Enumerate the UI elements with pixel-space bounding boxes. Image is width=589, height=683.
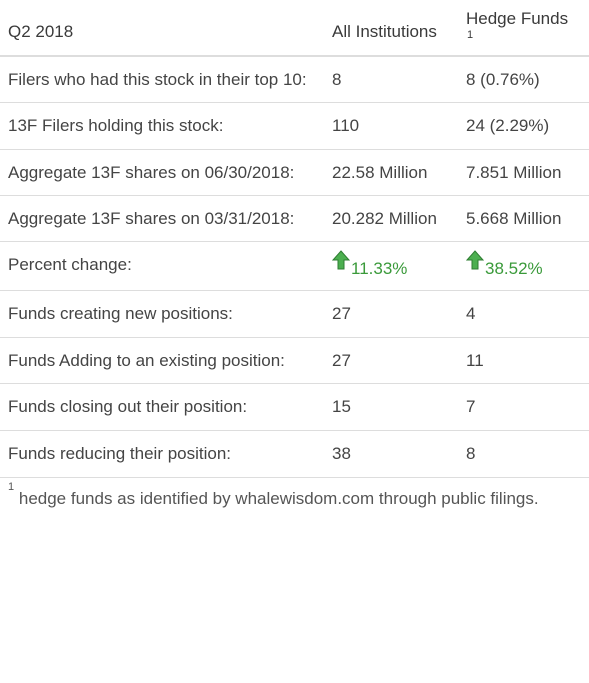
- footnote-mark: 1: [8, 481, 15, 493]
- row-label: Funds reducing their position:: [0, 430, 324, 478]
- row-label: Funds Adding to an existing position:: [0, 337, 324, 384]
- all-institutions-change: 11.33%: [324, 241, 458, 291]
- hedge-funds-value: 11: [458, 337, 589, 384]
- table-row: Funds reducing their position: 38 8: [0, 430, 589, 478]
- all-institutions-value: 110: [324, 102, 458, 150]
- footnote-text: hedge funds as identified by whalewisdom…: [18, 489, 539, 508]
- row-label: Funds closing out their position:: [0, 383, 324, 431]
- all-institutions-value: 38: [324, 430, 458, 478]
- hedge-funds-header: Hedge Funds 1: [458, 0, 589, 57]
- hedge-funds-value: 24 (2.29%): [458, 102, 589, 150]
- table-row: Funds closing out their position: 15 7: [0, 383, 589, 431]
- hedge-funds-header-label: Hedge Funds: [466, 9, 569, 28]
- table-header-row: Q2 2018 All Institutions Hedge Funds 1: [0, 0, 589, 57]
- row-label: Percent change:: [0, 241, 324, 291]
- row-label: Filers who had this stock in their top 1…: [0, 56, 324, 103]
- all-institutions-value: 8: [324, 56, 458, 103]
- hedge-funds-value: 7.851 Million: [458, 149, 589, 196]
- up-arrow-icon: [466, 250, 484, 270]
- footnote-marker: 1: [467, 29, 474, 41]
- ownership-stats-table: Q2 2018 All Institutions Hedge Funds 1 F…: [0, 0, 589, 478]
- table-row: Funds Adding to an existing position: 27…: [0, 337, 589, 384]
- all-institutions-value: 15: [324, 383, 458, 431]
- row-label: Aggregate 13F shares on 03/31/2018:: [0, 195, 324, 242]
- table-row: Aggregate 13F shares on 06/30/2018: 22.5…: [0, 149, 589, 196]
- table-row: 13F Filers holding this stock: 110 24 (2…: [0, 102, 589, 150]
- percent-change-value: 11.33%: [351, 259, 408, 278]
- table-row: Filers who had this stock in their top 1…: [0, 56, 589, 103]
- table-row: Aggregate 13F shares on 03/31/2018: 20.2…: [0, 195, 589, 242]
- percent-change-up: 11.33%: [332, 250, 407, 278]
- all-institutions-value: 22.58 Million: [324, 149, 458, 196]
- all-institutions-header: All Institutions: [324, 0, 458, 57]
- up-arrow-icon: [332, 250, 350, 270]
- percent-change-value: 38.52%: [485, 259, 543, 278]
- footnote: 1 hedge funds as identified by whalewisd…: [0, 478, 589, 512]
- hedge-funds-value: 4: [458, 290, 589, 338]
- hedge-funds-change: 38.52%: [458, 241, 589, 291]
- all-institutions-value: 27: [324, 337, 458, 384]
- table-row: Funds creating new positions: 27 4: [0, 290, 589, 338]
- all-institutions-value: 20.282 Million: [324, 195, 458, 242]
- table-row: Percent change: 11.33% 38.52%: [0, 241, 589, 291]
- all-institutions-value: 27: [324, 290, 458, 338]
- hedge-funds-value: 7: [458, 383, 589, 431]
- hedge-funds-value: 5.668 Million: [458, 195, 589, 242]
- row-label: 13F Filers holding this stock:: [0, 102, 324, 150]
- hedge-funds-value: 8: [458, 430, 589, 478]
- hedge-funds-value: 8 (0.76%): [458, 56, 589, 103]
- percent-change-up: 38.52%: [466, 250, 543, 278]
- period-header: Q2 2018: [0, 0, 324, 57]
- row-label: Aggregate 13F shares on 06/30/2018:: [0, 149, 324, 196]
- holdings-summary: Q2 2018 All Institutions Hedge Funds 1 F…: [0, 0, 589, 512]
- row-label: Funds creating new positions:: [0, 290, 324, 338]
